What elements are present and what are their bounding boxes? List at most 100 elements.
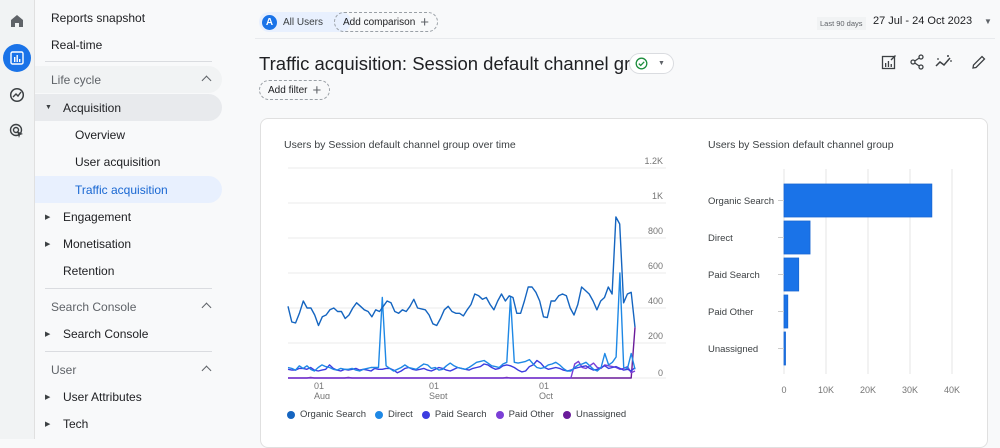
sidebar-item-label: Engagement — [63, 209, 132, 224]
bar[interactable] — [783, 183, 933, 218]
caret-right-icon: ▶ — [45, 393, 51, 401]
sidebar-item-engagement[interactable]: ▶ Engagement — [35, 203, 222, 230]
x-tick-label: 20K — [860, 385, 876, 395]
advertising-icon[interactable] — [3, 117, 31, 145]
sidebar-item-search-console[interactable]: ▶ Search Console — [35, 320, 222, 347]
sidebar-section-life-cycle[interactable]: Life cycle — [35, 66, 222, 93]
y-tick-label: 800 — [648, 226, 663, 236]
svg-text:01: 01 — [429, 381, 439, 391]
x-tick-label: 30K — [902, 385, 918, 395]
series-line — [287, 216, 636, 328]
bar[interactable] — [783, 331, 786, 366]
sidebar-item-traffic-acquisition[interactable]: Traffic acquisition — [35, 176, 222, 203]
sidebar-item-label: Overview — [75, 127, 126, 142]
legend-item[interactable]: Organic Search — [287, 409, 366, 420]
home-icon[interactable] — [3, 7, 31, 35]
main-content: A All Users Add comparison + Last 90 day… — [235, 0, 1000, 448]
explore-icon[interactable] — [3, 81, 31, 109]
caret-right-icon: ▶ — [45, 240, 51, 248]
sidebar-item-overview[interactable]: Overview — [35, 121, 222, 148]
legend-label: Paid Search — [434, 409, 487, 420]
plus-icon: + — [420, 13, 430, 31]
caret-down-icon: ▼ — [658, 60, 665, 67]
legend-item[interactable]: Unassigned — [563, 409, 626, 420]
sidebar-item-tech[interactable]: ▶ Tech — [35, 410, 222, 437]
legend-label: Direct — [388, 409, 413, 420]
bar[interactable] — [783, 257, 800, 292]
series-line — [288, 360, 636, 379]
y-tick-label: 600 — [648, 261, 663, 271]
customize-report-icon[interactable] — [879, 52, 899, 72]
chevron-up-icon — [201, 302, 212, 313]
svg-text:01: 01 — [539, 381, 549, 391]
svg-text:Oct: Oct — [539, 391, 554, 399]
sidebar-section-search-console[interactable]: Search Console — [35, 293, 222, 320]
legend-label: Unassigned — [576, 409, 627, 420]
share-icon[interactable] — [907, 52, 927, 72]
sidebar-item-label: Real-time — [51, 37, 103, 52]
sidebar-item-retention[interactable]: Retention — [35, 257, 222, 284]
sidebar-section-user[interactable]: User — [35, 356, 222, 383]
bar-category-label: Direct — [708, 233, 733, 244]
sidebar-section-label: Search Console — [51, 299, 137, 314]
svg-text:Aug: Aug — [314, 391, 330, 399]
sidebar-section-label: Life cycle — [51, 72, 102, 87]
sidebar-item-user-acquisition[interactable]: User acquisition — [35, 148, 222, 175]
caret-down-icon: ▼ — [45, 104, 52, 111]
legend-dot-icon — [287, 410, 295, 419]
add-comparison-label: Add comparison — [343, 16, 416, 28]
segment-badge: A — [262, 14, 277, 30]
sidebar-item-user-attributes[interactable]: ▶ User Attributes — [35, 383, 222, 410]
sidebar-item-acquisition[interactable]: ▼ Acquisition — [35, 94, 222, 121]
sidebar: Reports snapshot Real-time Life cycle ▼ … — [35, 0, 235, 439]
y-tick-label: 200 — [648, 331, 663, 341]
report-status-dropdown[interactable]: ▼ — [629, 53, 674, 74]
legend-dot-icon — [421, 410, 430, 419]
segment-chip-all-users[interactable]: A All Users — [259, 12, 351, 32]
plus-icon: + — [312, 81, 322, 99]
bar-category-label: Paid Other — [708, 307, 753, 318]
caret-down-icon[interactable]: ▼ — [984, 17, 992, 26]
line-chart-legend: Organic Search Direct Paid Search Paid Othe… — [287, 409, 635, 420]
bar-chart[interactable]: 0 10K 20K 30K 40K Organic Search Direct Paid Se… — [261, 119, 989, 409]
sidebar-item-label: Tech — [63, 416, 89, 431]
caret-right-icon: ▶ — [45, 213, 51, 221]
date-range-picker[interactable]: 27 Jul - 24 Oct 2023 — [873, 15, 973, 27]
reports-icon[interactable] — [3, 44, 31, 72]
sidebar-item-label: Retention — [63, 263, 115, 278]
y-tick-label: 400 — [648, 296, 663, 306]
icon-rail — [0, 0, 35, 439]
page-title: Traffic acquisition: Session default cha… — [259, 53, 662, 74]
caret-right-icon: ▶ — [45, 330, 51, 338]
svg-text:Sept: Sept — [429, 391, 448, 399]
sidebar-item-label: Monetisation — [63, 236, 132, 251]
insights-icon[interactable] — [934, 52, 954, 72]
x-tick-label: 0 — [781, 385, 786, 395]
add-comparison-button[interactable]: Add comparison + — [334, 12, 439, 32]
legend-item[interactable]: Direct — [375, 409, 413, 420]
chevron-up-icon — [201, 75, 212, 86]
divider — [45, 61, 212, 62]
sidebar-item-reports-snapshot[interactable]: Reports snapshot — [35, 4, 222, 31]
legend-dot-icon — [495, 410, 504, 419]
add-filter-button[interactable]: Add filter + — [259, 80, 331, 100]
caret-right-icon: ▶ — [45, 420, 51, 428]
bar-chart-title: Users by Session default channel group — [708, 139, 894, 151]
sidebar-item-monetisation[interactable]: ▶ Monetisation — [35, 230, 222, 257]
legend-label: Organic Search — [300, 409, 367, 420]
legend-item[interactable]: Paid Search — [421, 409, 487, 420]
sidebar-item-real-time[interactable]: Real-time — [35, 31, 222, 58]
legend-item[interactable]: Paid Other — [495, 409, 554, 420]
edit-icon[interactable] — [969, 52, 989, 72]
sidebar-item-label: Search Console — [63, 326, 149, 341]
bar[interactable] — [783, 294, 789, 329]
sidebar-item-label: User Attributes — [63, 389, 142, 404]
bar[interactable] — [783, 220, 811, 255]
sidebar-section-label: User — [51, 362, 77, 377]
check-circle-icon — [635, 57, 648, 70]
x-tick-label: 40K — [944, 385, 960, 395]
header-divider — [255, 38, 995, 39]
